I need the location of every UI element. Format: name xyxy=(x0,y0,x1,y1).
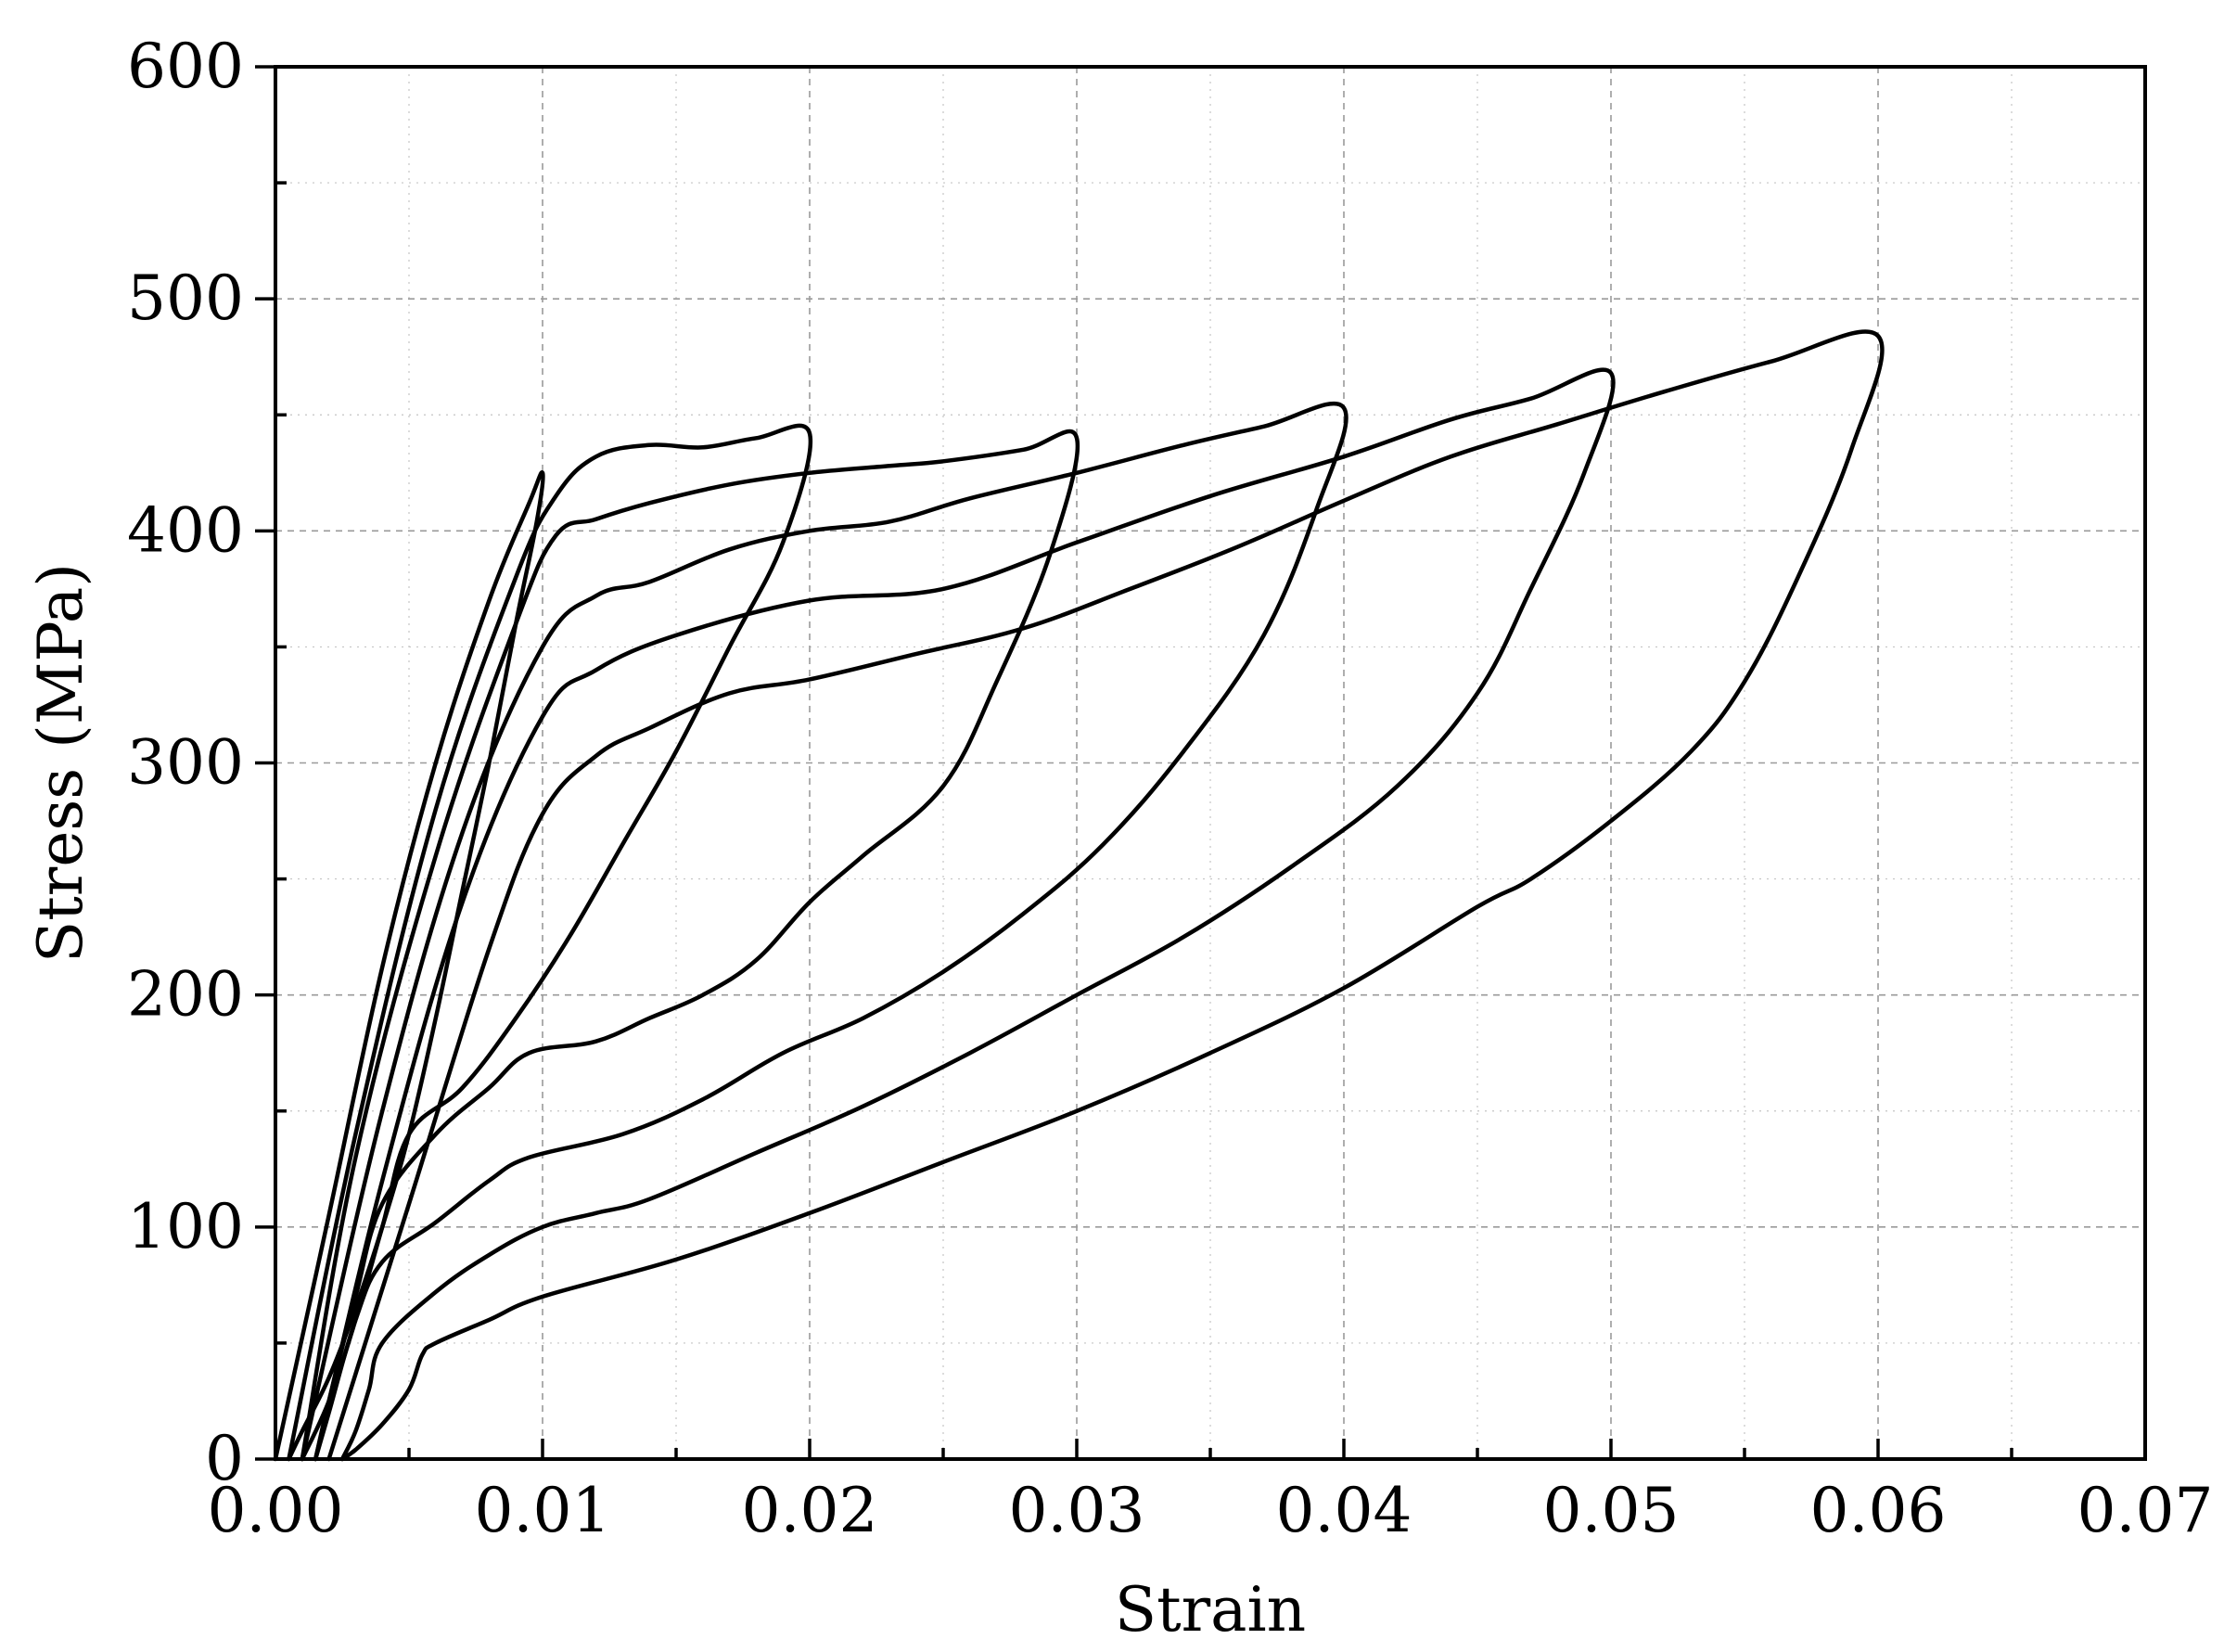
y-tick-label: 200 xyxy=(127,959,244,1031)
x-tick-label: 0.06 xyxy=(1810,1475,1947,1546)
series-line-4 xyxy=(300,401,1348,1462)
y-tick-label: 100 xyxy=(127,1191,244,1262)
y-tick-label: 600 xyxy=(127,31,244,102)
x-tick-label: 0.02 xyxy=(742,1475,878,1546)
y-tick-label: 300 xyxy=(127,727,244,799)
y-tick-label: 0 xyxy=(205,1423,244,1494)
minor-gridlines xyxy=(275,67,2145,1459)
y-tick-label: 500 xyxy=(127,263,244,334)
major-gridlines xyxy=(275,67,2145,1459)
series-line-5 xyxy=(313,367,1616,1462)
series-line-2 xyxy=(287,423,813,1462)
x-tick-label: 0.04 xyxy=(1276,1475,1412,1546)
x-tick-labels: 0.00 0.01 0.02 0.03 0.04 0.05 0.06 0.07 xyxy=(208,1475,2214,1546)
y-axis-label: Stress (MPa) xyxy=(25,563,96,963)
x-tick-label: 0.05 xyxy=(1543,1475,1680,1546)
x-axis-label: Strain xyxy=(1115,1574,1306,1646)
y-tick-label: 400 xyxy=(127,494,244,566)
x-tick-label: 0.01 xyxy=(475,1475,611,1546)
series-layer xyxy=(273,329,1885,1462)
y-tick-labels: 0 100 200 300 400 500 600 xyxy=(127,31,244,1494)
series-line-6 xyxy=(326,329,1885,1462)
x-tick-label: 0.00 xyxy=(208,1475,344,1546)
x-tick-label: 0.03 xyxy=(1009,1475,1145,1546)
x-tick-label: 0.07 xyxy=(2077,1475,2214,1546)
axis-ticks xyxy=(255,65,2147,1461)
